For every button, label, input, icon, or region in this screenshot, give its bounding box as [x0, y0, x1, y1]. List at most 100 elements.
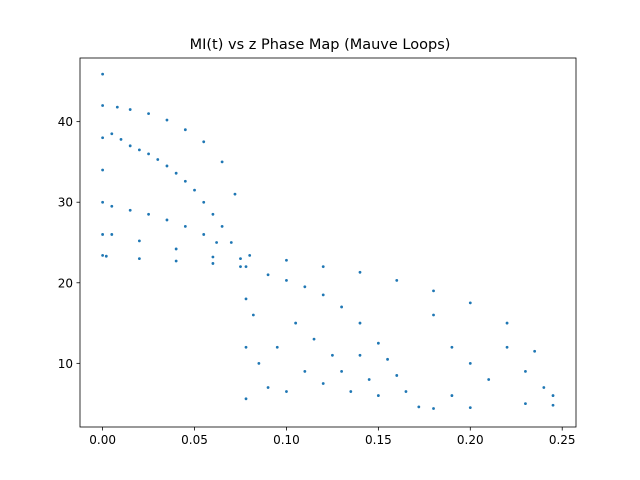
- data-point: [358, 270, 362, 274]
- data-point: [165, 164, 169, 168]
- data-point: [524, 402, 527, 406]
- data-point: [137, 257, 141, 261]
- data-point: [386, 357, 389, 361]
- data-point: [505, 321, 509, 325]
- data-point: [104, 254, 108, 258]
- data-point: [468, 361, 472, 365]
- data-point: [468, 406, 472, 410]
- data-point: [432, 407, 435, 410]
- y-tick-label: 20: [58, 276, 73, 290]
- data-point: [202, 200, 206, 204]
- data-point: [395, 374, 399, 377]
- data-point: [101, 233, 105, 236]
- data-point: [101, 136, 105, 140]
- data-point: [128, 108, 132, 111]
- data-point: [321, 293, 325, 297]
- data-point: [266, 386, 270, 389]
- data-point: [251, 313, 255, 317]
- data-point: [193, 188, 196, 192]
- data-point: [220, 224, 224, 228]
- data-point: [285, 278, 288, 282]
- data-point: [340, 370, 343, 373]
- chart-title: MI(t) vs z Phase Map (Mauve Loops): [190, 37, 451, 53]
- data-point: [312, 337, 316, 341]
- data-point: [110, 132, 114, 136]
- data-point: [244, 265, 248, 269]
- x-tick-label: 0.00: [89, 433, 116, 447]
- data-point: [487, 378, 491, 381]
- data-point: [110, 204, 114, 208]
- data-point: [239, 257, 242, 261]
- data-point: [294, 321, 298, 325]
- data-point: [174, 259, 178, 263]
- data-point: [285, 258, 288, 262]
- data-point: [244, 345, 248, 349]
- data-point: [331, 353, 334, 357]
- data-point: [101, 104, 105, 107]
- data-point: [395, 278, 399, 282]
- data-point: [128, 208, 132, 212]
- data-point: [101, 253, 105, 257]
- plot-frame: [79, 57, 577, 428]
- data-point: [101, 72, 105, 76]
- data-point: [533, 349, 537, 353]
- data-point: [147, 152, 150, 156]
- data-point: [321, 382, 325, 385]
- data-point: [165, 218, 169, 222]
- y-tick-label: 10: [58, 357, 73, 371]
- y-tick-label: 40: [58, 115, 73, 129]
- data-point: [128, 144, 132, 148]
- data-point: [376, 341, 380, 345]
- data-point: [551, 403, 555, 407]
- data-point: [450, 345, 454, 349]
- data-point: [220, 160, 224, 164]
- data-point: [551, 394, 555, 397]
- data-point: [156, 158, 160, 161]
- data-point: [349, 390, 353, 393]
- data-point: [257, 361, 261, 365]
- data-point: [211, 212, 215, 216]
- data-point: [524, 370, 527, 373]
- y-axis: 10 20 30 40: [58, 115, 80, 371]
- data-point: [233, 192, 237, 196]
- data-point: [432, 313, 435, 317]
- data-point: [229, 241, 233, 244]
- data-point: [137, 148, 141, 152]
- x-tick-label: 0.05: [181, 433, 208, 447]
- x-tick-label: 0.25: [549, 433, 576, 447]
- data-point: [468, 301, 472, 305]
- points-layer: [101, 72, 555, 410]
- data-point: [239, 265, 242, 269]
- data-point: [376, 394, 380, 397]
- data-point: [137, 239, 141, 243]
- data-point: [248, 253, 252, 257]
- data-point: [266, 273, 270, 277]
- data-point: [174, 247, 178, 251]
- data-point: [183, 179, 187, 183]
- data-point: [115, 105, 119, 109]
- data-point: [183, 224, 187, 228]
- data-point: [211, 262, 215, 265]
- data-point: [202, 140, 206, 144]
- data-point: [101, 200, 105, 204]
- data-point: [542, 386, 546, 389]
- data-point: [165, 118, 169, 122]
- data-point: [358, 353, 362, 357]
- data-point: [215, 241, 218, 244]
- data-point: [340, 305, 343, 309]
- data-point: [174, 171, 178, 175]
- data-point: [275, 345, 279, 349]
- y-tick-label: 30: [58, 196, 73, 210]
- data-point: [285, 390, 288, 393]
- data-point: [119, 137, 123, 141]
- x-tick-label: 0.10: [273, 433, 300, 447]
- x-tick-label: 0.15: [365, 433, 392, 447]
- data-point: [303, 285, 307, 289]
- data-point: [211, 255, 215, 259]
- data-point: [367, 378, 371, 381]
- data-point: [432, 289, 435, 293]
- data-point: [417, 405, 421, 409]
- data-point: [244, 397, 248, 401]
- data-point: [202, 233, 206, 236]
